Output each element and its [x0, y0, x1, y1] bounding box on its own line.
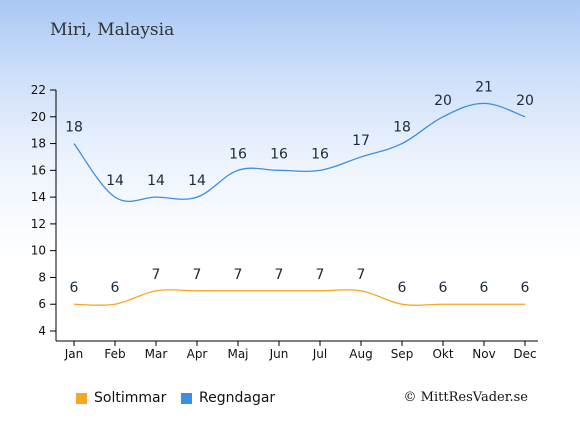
x-tick-label: Nov — [472, 347, 495, 361]
data-label-rain: 20 — [516, 93, 534, 109]
data-label-rain: 16 — [229, 146, 247, 162]
data-label-sun: 7 — [357, 267, 366, 283]
data-label-sun: 6 — [398, 280, 407, 296]
data-label-sun: 6 — [480, 280, 489, 296]
x-tick-label: Maj — [227, 347, 248, 361]
legend-item-sun: Soltimmar — [76, 390, 166, 406]
data-label-sun: 6 — [439, 280, 448, 296]
x-tick-label: Apr — [187, 347, 208, 361]
data-label-sun: 6 — [111, 280, 120, 296]
y-tick-label: 14 — [31, 190, 46, 204]
data-label-rain: 18 — [393, 120, 411, 136]
y-tick-label: 4 — [38, 324, 46, 338]
data-label-rain: 14 — [106, 173, 124, 189]
data-label-rain: 18 — [65, 120, 83, 136]
x-tick-label: Aug — [349, 347, 372, 361]
y-tick-label: 20 — [31, 110, 46, 124]
x-tick-label: Okt — [432, 347, 453, 361]
location-title: Miri, Malaysia — [50, 20, 175, 40]
x-tick-label: Sep — [391, 347, 414, 361]
data-label-sun: 7 — [193, 267, 202, 283]
data-label-rain: 21 — [475, 79, 493, 95]
x-tick-label: Feb — [104, 347, 125, 361]
y-tick-label: 8 — [38, 270, 46, 284]
data-label-sun: 7 — [316, 267, 325, 283]
data-label-rain: 20 — [434, 93, 452, 109]
data-label-rain: 17 — [352, 133, 370, 149]
y-tick-label: 6 — [38, 297, 46, 311]
y-tick-label: 18 — [31, 137, 46, 151]
x-tick-label: Jan — [64, 347, 84, 361]
y-tick-label: 22 — [31, 83, 46, 97]
legend-swatch-rain — [181, 392, 192, 404]
y-tick-label: 16 — [31, 163, 46, 177]
x-tick-label: Jul — [312, 347, 327, 361]
legend-label-sun: Soltimmar — [94, 390, 167, 406]
data-label-rain: 14 — [188, 173, 206, 189]
y-tick-label: 12 — [31, 217, 46, 231]
x-tick-label: Mar — [145, 347, 168, 361]
legend-swatch-sun — [76, 392, 87, 404]
data-label-rain: 16 — [270, 146, 288, 162]
x-tick-label: Dec — [513, 347, 536, 361]
data-label-sun: 7 — [152, 267, 161, 283]
legend-label-rain: Regndagar — [199, 390, 276, 406]
data-label-sun: 7 — [234, 267, 243, 283]
series-line-sun — [73, 289, 525, 306]
data-label-sun: 6 — [70, 280, 79, 296]
y-tick-label: 10 — [31, 244, 46, 258]
data-label-rain: 16 — [311, 146, 329, 162]
legend-item-rain: Regndagar — [181, 390, 275, 406]
series-line-rain — [73, 102, 526, 202]
data-label-sun: 7 — [275, 267, 284, 283]
data-label-sun: 6 — [521, 280, 530, 296]
credit-text: © MittResVader.se — [403, 390, 528, 405]
data-label-rain: 14 — [147, 173, 165, 189]
x-tick-label: Jun — [269, 347, 289, 361]
